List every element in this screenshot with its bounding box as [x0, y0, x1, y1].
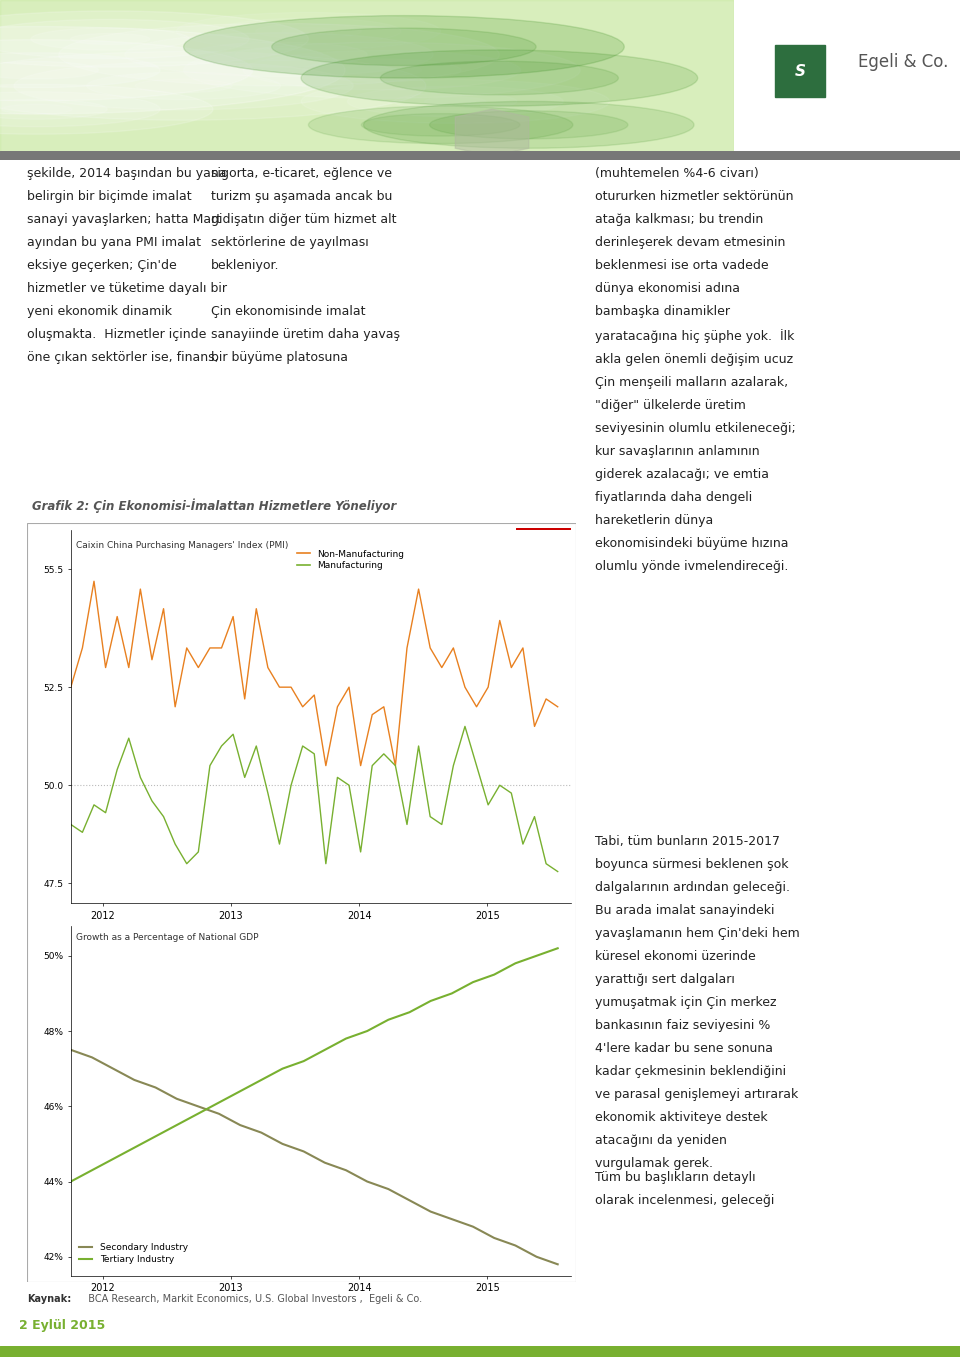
Ellipse shape [380, 61, 618, 95]
Ellipse shape [216, 18, 401, 45]
Polygon shape [455, 109, 529, 156]
Legend: Non-Manufacturing, Manufacturing: Non-Manufacturing, Manufacturing [293, 546, 408, 574]
Ellipse shape [31, 27, 189, 50]
Ellipse shape [255, 23, 361, 39]
Ellipse shape [243, 50, 520, 90]
Text: S: S [794, 64, 805, 79]
Ellipse shape [361, 114, 520, 136]
Text: Kaynak:: Kaynak: [27, 1293, 71, 1304]
Ellipse shape [59, 23, 499, 85]
Text: Egeli & Co.: Egeli & Co. [858, 53, 948, 72]
Ellipse shape [301, 80, 610, 123]
Text: ★: ★ [534, 532, 539, 536]
Text: Caixin China Purchasing Managers' Index (PMI): Caixin China Purchasing Managers' Index … [76, 541, 288, 551]
Text: sigorta, e-ticaret, eğlence ve
turizm şu aşamada ancak bu
gidişatın diğer tüm hi: sigorta, e-ticaret, eğlence ve turizm şu… [211, 167, 400, 364]
Ellipse shape [177, 12, 441, 50]
Ellipse shape [86, 72, 280, 99]
Ellipse shape [302, 58, 461, 81]
Ellipse shape [282, 27, 335, 35]
Ellipse shape [348, 85, 564, 117]
Ellipse shape [183, 42, 580, 98]
Ellipse shape [0, 92, 160, 126]
Ellipse shape [308, 106, 573, 144]
Bar [775, 45, 825, 96]
Ellipse shape [272, 28, 536, 65]
Ellipse shape [0, 61, 99, 79]
Ellipse shape [0, 39, 252, 100]
Ellipse shape [2, 104, 72, 114]
Ellipse shape [424, 98, 486, 106]
Ellipse shape [430, 111, 628, 138]
Ellipse shape [125, 33, 433, 76]
Text: Growth as a Percentage of National GDP: Growth as a Percentage of National GDP [76, 932, 258, 942]
Ellipse shape [183, 15, 624, 79]
Text: (muhtemelen %4-6 civarı)
otururken hizmetler sektörünün
atağa kalkması; bu trend: (muhtemelen %4-6 civarı) otururken hizme… [595, 167, 796, 573]
Ellipse shape [135, 79, 232, 92]
Text: Tüm bu başlıkların detaylı
olarak incelenmesi, geleceği: Tüm bu başlıkların detaylı olarak incele… [595, 1171, 775, 1208]
Ellipse shape [235, 49, 324, 61]
Text: şekilde, 2014 başından bu yana
belirgin bir biçimde imalat
sanayi yavaşlarken; h: şekilde, 2014 başından bu yana belirgin … [27, 167, 227, 364]
Text: Grafik 2: Çin Ekonomisi-İmalattan Hizmetlere Yöneliyor: Grafik 2: Çin Ekonomisi-İmalattan Hizmet… [33, 498, 396, 513]
Text: ★: ★ [519, 537, 530, 548]
Legend: Secondary Industry, Tertiary Industry: Secondary Industry, Tertiary Industry [75, 1240, 191, 1267]
Ellipse shape [0, 53, 160, 88]
Text: BCA Research, Markit Economics, U.S. Global Investors ,  Egeli & Co.: BCA Research, Markit Economics, U.S. Glo… [82, 1293, 421, 1304]
Ellipse shape [364, 102, 694, 148]
Ellipse shape [0, 84, 213, 134]
Text: ★: ★ [536, 550, 540, 554]
Text: ★: ★ [530, 554, 535, 558]
Ellipse shape [0, 99, 108, 119]
Ellipse shape [70, 34, 150, 45]
Text: Tabi, tüm bunların 2015-2017
boyunca sürmesi beklenen şok
dalgalarının ardından : Tabi, tüm bunların 2015-2017 boyunca sür… [595, 835, 800, 1170]
Ellipse shape [0, 52, 426, 121]
Text: 2 Eylül 2015: 2 Eylül 2015 [19, 1319, 106, 1333]
Ellipse shape [342, 65, 421, 76]
Ellipse shape [394, 92, 517, 110]
Ellipse shape [0, 11, 308, 66]
Ellipse shape [191, 42, 368, 66]
Ellipse shape [301, 50, 698, 106]
Ellipse shape [14, 62, 353, 110]
Ellipse shape [0, 19, 249, 58]
Ellipse shape [0, 27, 346, 114]
Text: ★: ★ [538, 540, 542, 546]
